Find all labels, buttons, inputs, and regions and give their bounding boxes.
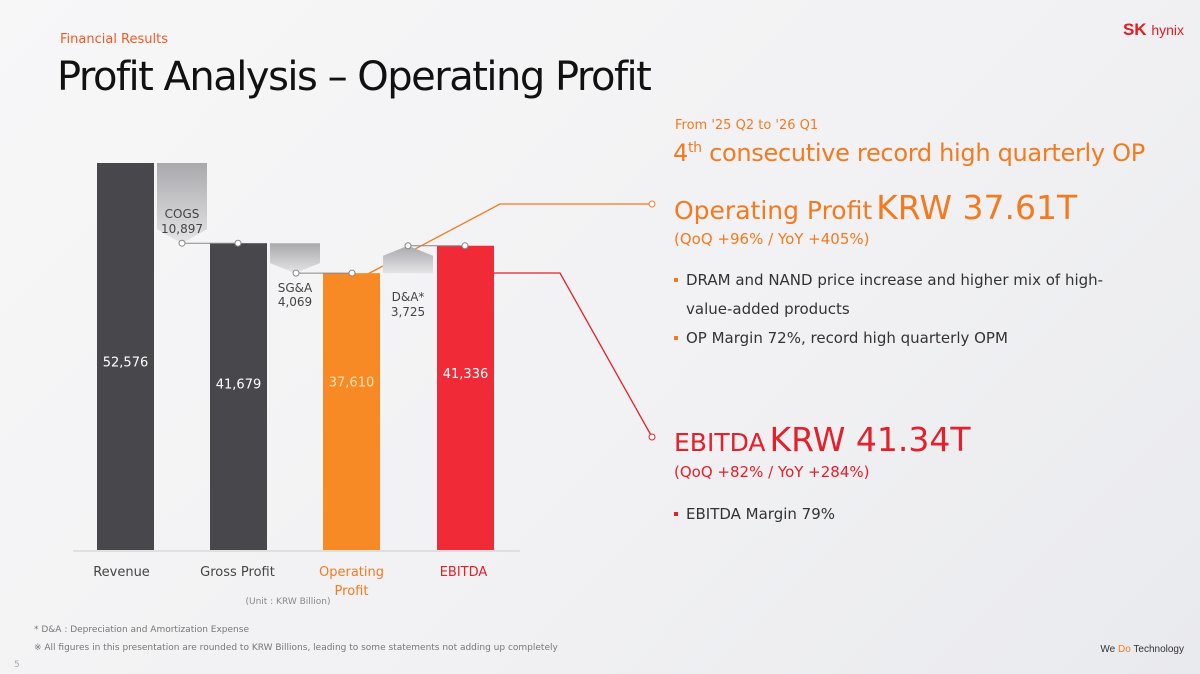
bar-value-label: 41,679 bbox=[216, 378, 262, 393]
bar-ebitda bbox=[437, 245, 494, 550]
bar-value-label: 37,610 bbox=[329, 376, 375, 391]
connector-dot bbox=[461, 242, 469, 250]
step-label: COGS bbox=[165, 207, 200, 221]
record-headline: 4th consecutive record high quarterly OP bbox=[673, 139, 1145, 167]
bar-revenue bbox=[97, 163, 154, 550]
page-number: 5 bbox=[14, 660, 20, 670]
record-suffix: th bbox=[687, 140, 702, 156]
step-cogs bbox=[157, 163, 207, 244]
period-text: From '25 Q2 to '26 Q1 bbox=[675, 118, 819, 133]
connector-dot bbox=[234, 239, 242, 247]
footnote-da: * D&A : Depreciation and Amortization Ex… bbox=[34, 625, 249, 635]
ebitda-value: KRW 41.34T bbox=[769, 420, 971, 459]
bullet: DRAM and NAND price increase and higher … bbox=[674, 266, 1144, 324]
step-label: D&A* bbox=[392, 290, 425, 304]
section-label: Financial Results bbox=[60, 32, 168, 47]
axis-label: Revenue bbox=[93, 565, 150, 580]
op-headline: Operating Profit KRW 37.61T bbox=[674, 188, 1077, 227]
bar-value-label: 52,576 bbox=[103, 356, 149, 371]
op-value: KRW 37.61T bbox=[876, 188, 1078, 227]
op-callout-dot bbox=[648, 200, 656, 208]
axis-label: Gross Profit bbox=[200, 565, 275, 580]
connector-dot bbox=[292, 269, 300, 277]
ebitda-bullets: EBITDA Margin 79% bbox=[674, 500, 835, 529]
ebitda-callout-dot bbox=[648, 433, 656, 441]
bullet: EBITDA Margin 79% bbox=[674, 500, 835, 529]
slogan-logo: We Do Technology bbox=[1100, 644, 1184, 655]
op-label: Operating Profit bbox=[674, 196, 873, 225]
ebitda-headline: EBITDA KRW 41.34T bbox=[674, 420, 971, 459]
record-ordinal: 4 bbox=[673, 139, 688, 167]
step-label: SG&A bbox=[278, 281, 313, 295]
unit-label: (Unit : KRW Billion) bbox=[245, 597, 330, 607]
page-title: Profit Analysis – Operating Profit bbox=[57, 54, 652, 100]
step-value: 10,897 bbox=[161, 222, 203, 236]
bar-gross-profit bbox=[210, 243, 267, 551]
step-value: 3,725 bbox=[391, 305, 425, 319]
connector-dot bbox=[348, 269, 356, 277]
step-value: 4,069 bbox=[278, 295, 312, 309]
connector-dot bbox=[178, 239, 186, 247]
footnote-rounding: ※ All figures in this presentation are r… bbox=[34, 643, 558, 653]
bar-value-label: 41,336 bbox=[443, 367, 489, 382]
axis-label: Profit bbox=[335, 584, 369, 599]
bar-operating-profit bbox=[323, 273, 380, 550]
connector-dot bbox=[404, 242, 412, 250]
sk-hynix-logo: SK hynix bbox=[1122, 20, 1184, 39]
step-sga bbox=[270, 243, 320, 274]
axis-label: EBITDA bbox=[440, 565, 488, 580]
bullet: OP Margin 72%, record high quarterly OPM bbox=[674, 324, 1144, 353]
axis-label: Operating bbox=[319, 565, 384, 580]
step-da bbox=[383, 245, 433, 274]
op-bullets: DRAM and NAND price increase and higher … bbox=[674, 266, 1144, 353]
ebitda-change: (QoQ +82% / YoY +284%) bbox=[674, 463, 870, 481]
ebitda-label: EBITDA bbox=[674, 428, 766, 457]
op-change: (QoQ +96% / YoY +405%) bbox=[674, 230, 870, 248]
record-text: consecutive record high quarterly OP bbox=[701, 139, 1145, 167]
